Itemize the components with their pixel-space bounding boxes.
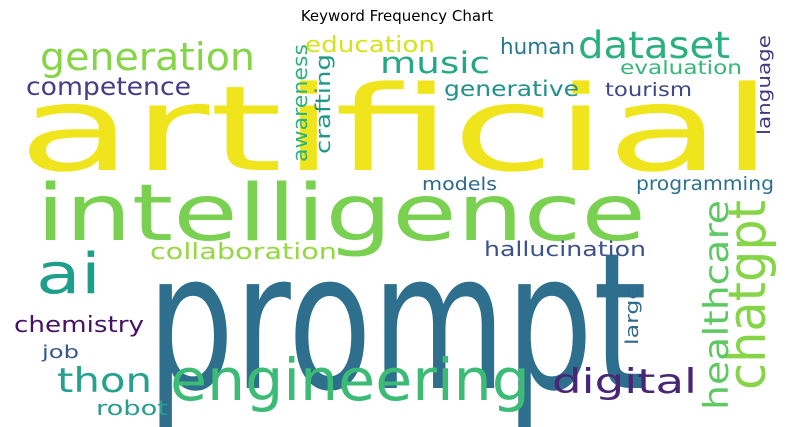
word-models: models [422,174,497,195]
word-collaboration: collaboration [150,240,337,265]
word-human: human [500,35,575,60]
word-ai: ai [36,242,101,307]
word-awareness: awareness [288,44,312,162]
word-competence: competence [26,72,191,101]
word-programming: programming [636,173,774,195]
word-tourism: tourism [605,79,692,101]
word-robot: robot [96,396,168,420]
word-digital: digital [552,362,697,402]
word-music: music [380,46,490,80]
word-chemistry: chemistry [14,313,144,338]
word-artificial: artificial [18,60,773,198]
word-language: language [754,35,775,135]
word-education: education [305,33,435,58]
word-large: large [622,285,643,345]
word-engineering: engineering [170,346,530,414]
word-evaluation: evaluation [620,57,742,79]
word-healthcare: healthcare [697,200,737,410]
word-chatgpt: chatgpt [718,200,778,390]
word-crafting: crafting [311,54,335,154]
word-generative: generative [444,77,579,101]
word-generation: generation [40,35,255,79]
word-dataset: dataset [578,24,730,67]
chart-title: Keyword Frequency Chart [300,7,494,25]
word-prompt: prompt [147,212,647,427]
word-hallucination: hallucination [484,237,646,261]
word-job: job [41,342,79,363]
word-intelligence: intelligence [36,169,646,259]
word-thon: thon [57,361,152,401]
